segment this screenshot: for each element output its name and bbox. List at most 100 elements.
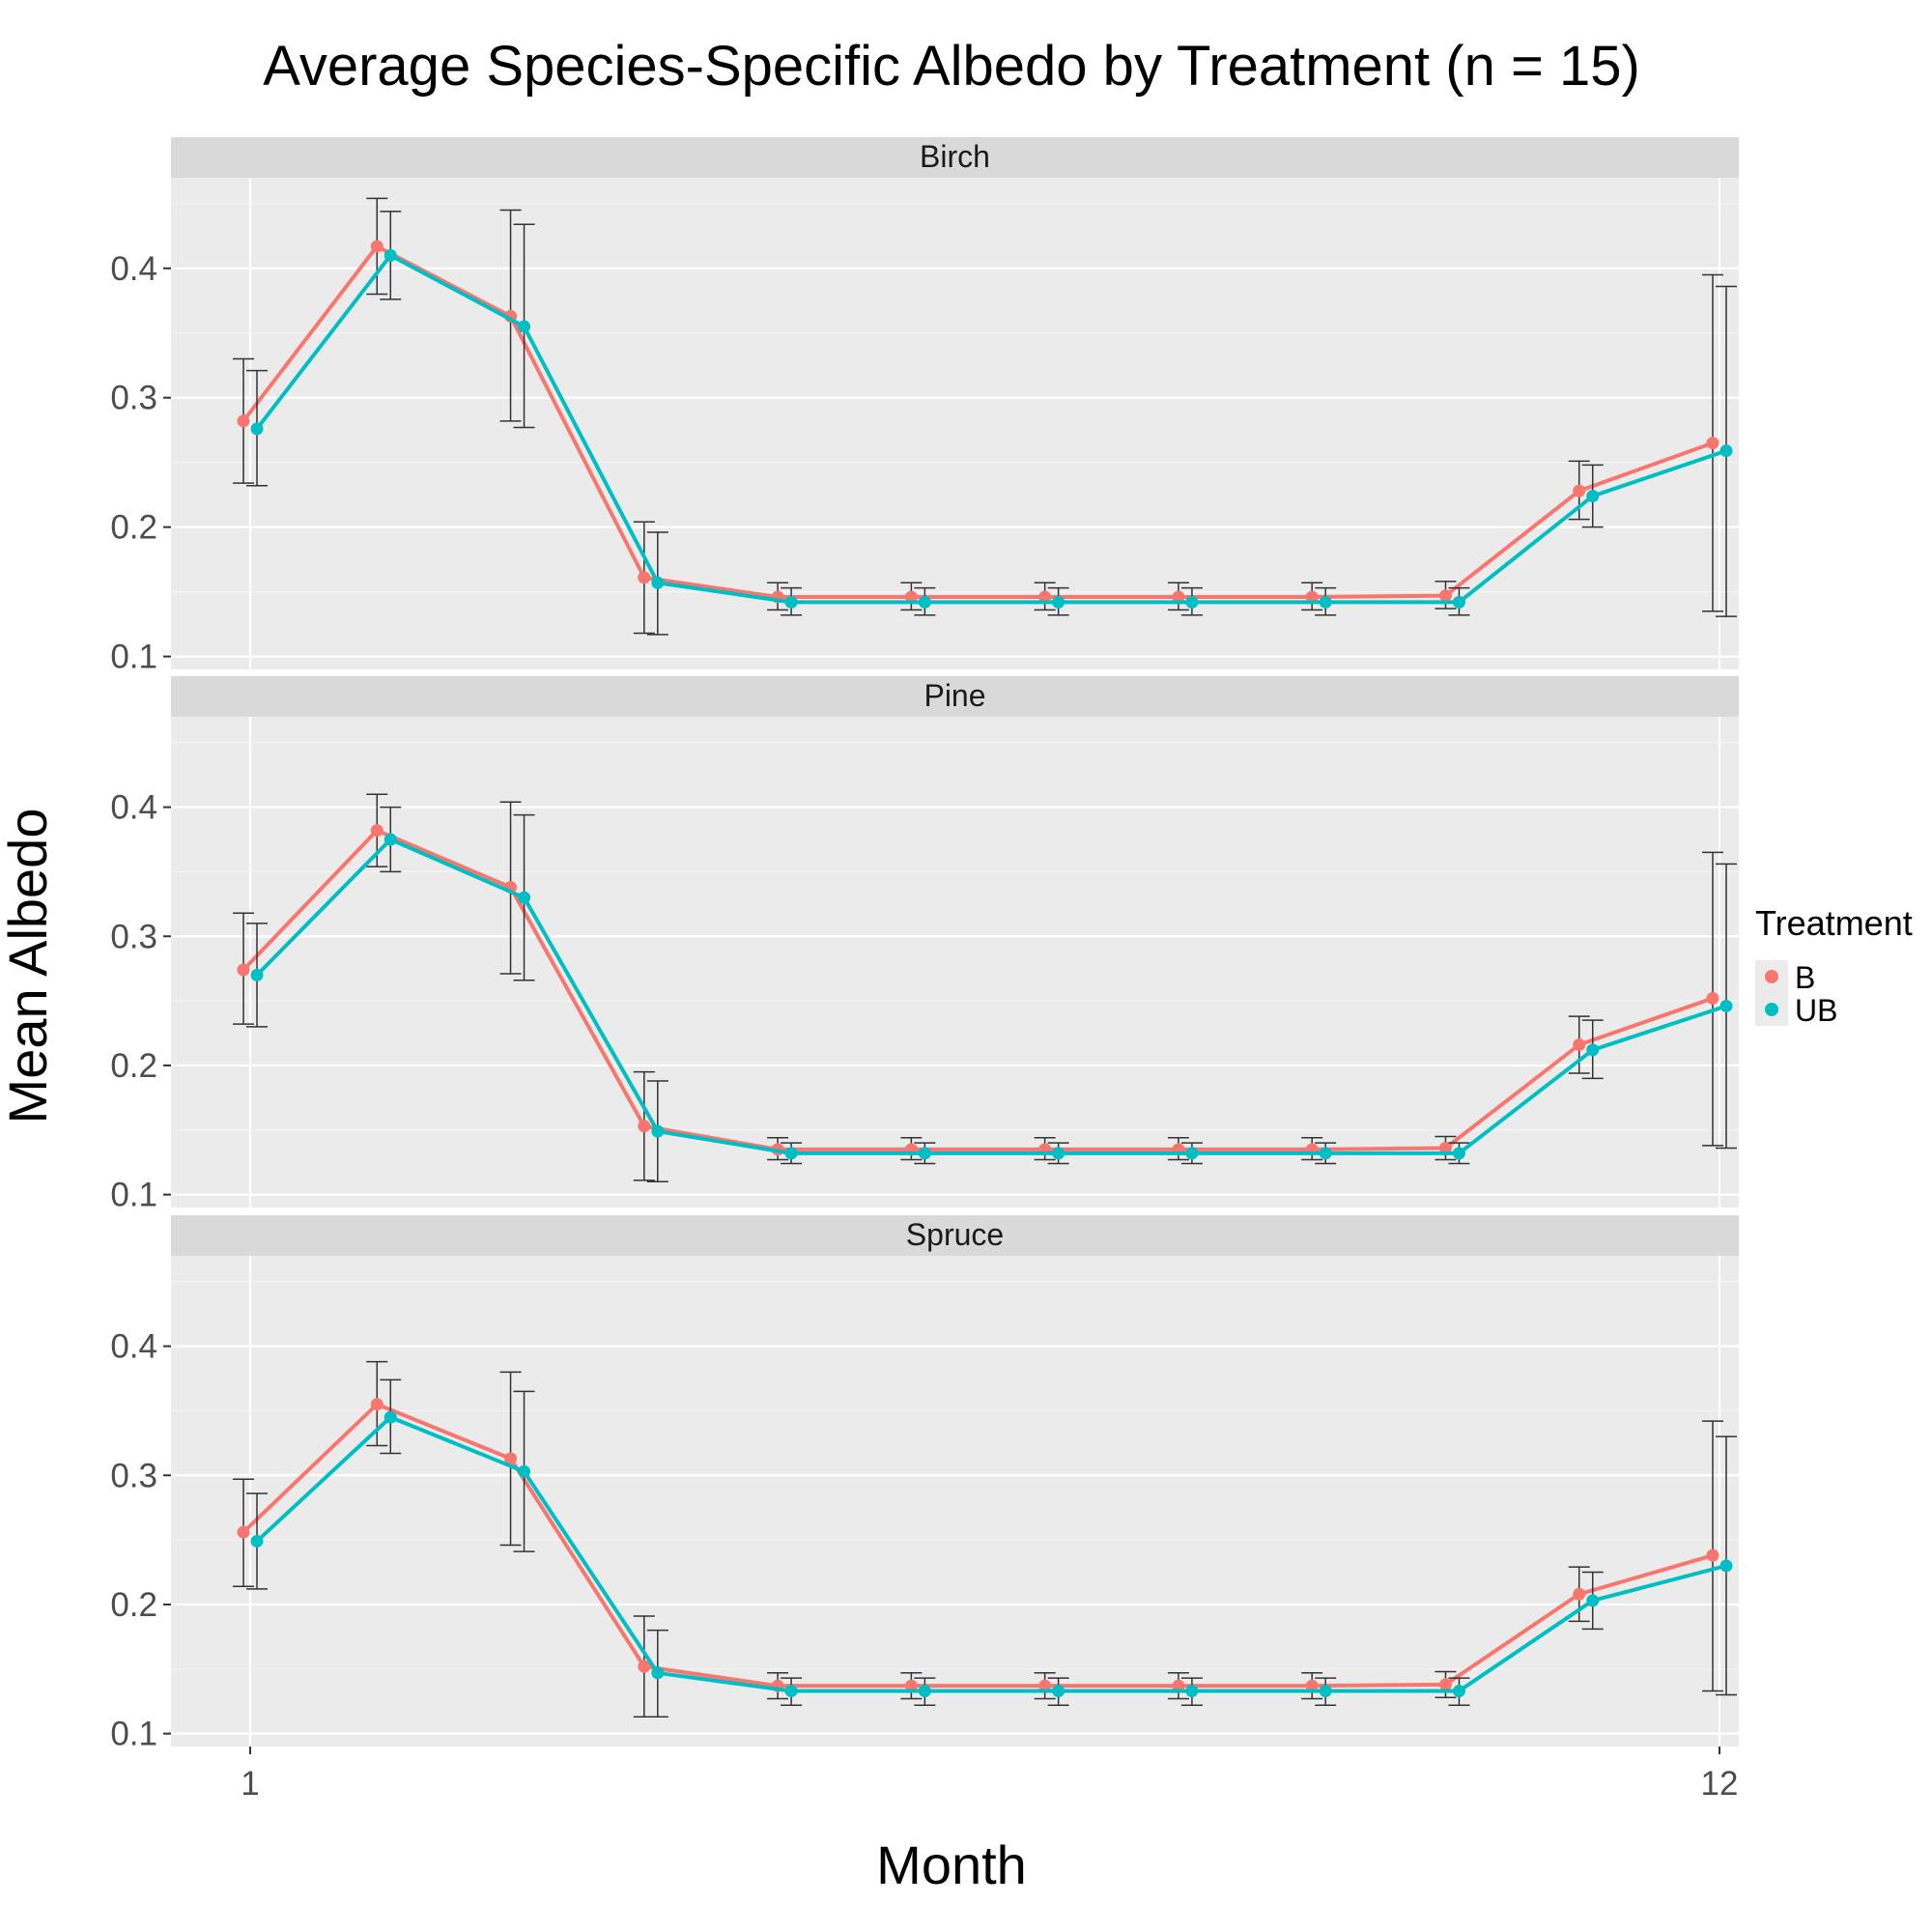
data-point [638, 1120, 651, 1133]
data-point [1185, 1147, 1199, 1160]
data-point [1052, 595, 1065, 609]
data-point [1586, 490, 1600, 503]
data-point [1573, 1587, 1586, 1601]
x-axis-title: Month [876, 1834, 1027, 1895]
data-point [1586, 1594, 1600, 1607]
data-point [1319, 1685, 1332, 1698]
facet-pine: Pine 0.1 0.2 0.3 0.4 [110, 676, 1739, 1214]
y-tick-label: 0.4 [110, 250, 157, 288]
facet-panels: Birch 0.1 0.2 0.3 0.4 Pine 0.1 0.2 0.3 0.4 Spruce 0… [110, 137, 1739, 1753]
data-point [518, 891, 531, 904]
data-point [784, 1147, 798, 1160]
data-point [1052, 1685, 1065, 1698]
data-point [1185, 595, 1199, 609]
y-tick-label: 0.4 [110, 789, 157, 827]
legend-entry-b: B [1755, 960, 1815, 995]
legend-label: UB [1795, 993, 1837, 1028]
data-point [1172, 1679, 1185, 1692]
data-point [1573, 484, 1586, 497]
data-point [1706, 991, 1719, 1005]
y-tick-label: 0.1 [110, 1177, 157, 1214]
facet-strip [171, 676, 1739, 717]
legend-title: Treatment [1755, 903, 1913, 943]
x-tick-label: 12 [1701, 1765, 1739, 1803]
y-tick-label: 0.1 [110, 1716, 157, 1753]
data-point [1438, 589, 1452, 603]
facet-strip-label: Pine [923, 678, 985, 713]
y-tick-label: 0.1 [110, 639, 157, 676]
data-point [918, 1147, 931, 1160]
data-point [784, 595, 798, 609]
data-point [1038, 590, 1052, 604]
data-point [384, 1410, 397, 1424]
legend-key-point [1765, 1003, 1778, 1016]
data-point [237, 414, 250, 428]
data-point [1319, 1147, 1332, 1160]
data-point [1438, 1142, 1452, 1155]
data-point [918, 1685, 931, 1698]
series-ub [246, 211, 1737, 636]
y-tick-label: 0.3 [110, 1457, 157, 1494]
legend-entry-ub: UB [1755, 993, 1837, 1028]
data-point [1719, 1559, 1733, 1573]
data-point [1438, 1678, 1452, 1691]
data-point [250, 422, 264, 436]
series-b [233, 197, 1723, 635]
legend-key-point [1765, 970, 1778, 983]
series-line [242, 828, 1714, 1151]
facet-strip [171, 137, 1739, 178]
series-b [233, 1360, 1723, 1719]
chart-title: Average Species-Specific Albedo by Treat… [263, 35, 1640, 98]
data-point [237, 963, 250, 977]
data-point [1305, 1679, 1319, 1692]
series-line [242, 1402, 1714, 1689]
data-point [1586, 1043, 1600, 1057]
facet-spruce: Spruce 0.1 0.2 0.3 0.4 [110, 1215, 1739, 1753]
y-tick-label: 0.3 [110, 380, 157, 417]
data-point [1038, 1679, 1052, 1692]
data-point [651, 576, 665, 589]
data-point [1305, 590, 1319, 604]
data-point [1185, 1685, 1199, 1698]
legend-label: B [1795, 960, 1815, 995]
x-tick-label: 1 [241, 1765, 259, 1803]
series-line [242, 243, 1714, 599]
data-point [1452, 1685, 1465, 1698]
data-point [651, 1124, 665, 1138]
data-point [638, 571, 651, 584]
y-tick-label: 0.2 [110, 509, 157, 547]
data-point [1452, 595, 1465, 609]
data-point [250, 968, 264, 981]
series-line [255, 1415, 1727, 1693]
x-axis: 1 12 [241, 1747, 1738, 1803]
data-point [638, 1660, 651, 1673]
data-point [370, 240, 384, 253]
series-line [255, 838, 1727, 1155]
data-point [1719, 444, 1733, 458]
data-point [250, 1534, 264, 1548]
y-tick-label: 0.2 [110, 1047, 157, 1085]
y-tick-label: 0.2 [110, 1586, 157, 1624]
legend: Treatment BUB [1755, 903, 1913, 1028]
series-ub [246, 1378, 1737, 1719]
y-tick-label: 0.4 [110, 1328, 157, 1366]
data-point [904, 590, 918, 604]
data-point [384, 833, 397, 846]
data-point [1573, 1038, 1586, 1052]
series-line [255, 253, 1727, 605]
series-ub [246, 806, 1737, 1183]
panel-background [171, 1256, 1739, 1747]
facet-strip-label: Birch [920, 139, 990, 174]
data-point [370, 1398, 384, 1411]
facet-birch: Birch 0.1 0.2 0.3 0.4 [110, 137, 1739, 676]
panel-background [171, 717, 1739, 1208]
data-point [504, 1452, 518, 1465]
data-point [518, 1464, 531, 1478]
facet-strip [171, 1215, 1739, 1256]
data-point [784, 1685, 798, 1698]
data-point [651, 1666, 665, 1680]
data-point [370, 824, 384, 838]
data-point [1719, 999, 1733, 1012]
data-point [1319, 595, 1332, 609]
